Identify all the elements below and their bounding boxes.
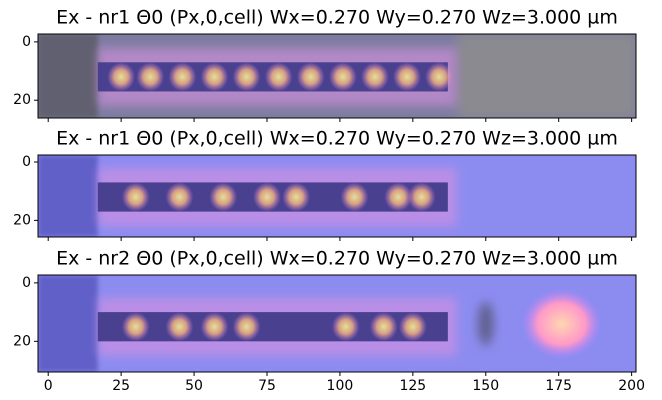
field-spot	[252, 182, 281, 212]
x-tick-label: 25	[112, 378, 130, 394]
field-spot	[165, 312, 194, 342]
field-spot	[340, 182, 369, 212]
panel-title: Ex - nr1 Θ0 (Px,0,cell) Wx=0.270 Wy=0.27…	[56, 7, 618, 29]
hotspot	[521, 288, 602, 359]
x-tick-label: 150	[472, 378, 499, 394]
field-spot	[384, 182, 413, 212]
field-spot	[331, 312, 360, 342]
x-tick-label: 100	[327, 378, 354, 394]
field-spot	[328, 62, 357, 92]
x-tick-label: 75	[258, 378, 276, 394]
left-strip	[38, 34, 98, 118]
shade	[477, 301, 494, 346]
y-tick-label: 0	[22, 154, 31, 170]
y-tick-label: 0	[22, 275, 31, 291]
field-image	[38, 155, 636, 237]
y-tick-label: 20	[13, 333, 31, 349]
right-fade	[456, 34, 636, 118]
left-strip	[38, 155, 98, 237]
x-tick-label: 125	[399, 378, 426, 394]
field-spot	[136, 62, 165, 92]
field-spot	[296, 62, 325, 92]
field-spot	[165, 182, 194, 212]
field-spot	[232, 62, 261, 92]
y-tick-label: 0	[22, 34, 31, 50]
y-tick-label: 20	[13, 212, 31, 228]
field-spot	[398, 312, 427, 342]
field-spot	[209, 182, 238, 212]
left-strip	[38, 275, 98, 372]
panel-title: Ex - nr2 Θ0 (Px,0,cell) Wx=0.270 Wy=0.27…	[56, 248, 618, 270]
field-spot	[393, 62, 422, 92]
field-image	[38, 34, 636, 118]
field-spot	[107, 62, 136, 92]
x-tick-label: 175	[545, 378, 572, 394]
y-tick-label: 20	[13, 92, 31, 108]
field-spot	[200, 62, 229, 92]
field-spot	[264, 62, 293, 92]
frame	[37, 274, 637, 373]
field-spot	[121, 312, 150, 342]
field-spot	[425, 62, 454, 92]
x-tick-label: 200	[618, 378, 645, 394]
field-spot	[407, 182, 436, 212]
field-spot	[369, 312, 398, 342]
field-spot	[200, 312, 229, 342]
frame	[37, 33, 637, 119]
field-spot	[232, 312, 261, 342]
frame	[37, 154, 637, 238]
field-spot	[360, 62, 389, 92]
field-spot	[168, 62, 197, 92]
x-tick-label: 50	[185, 378, 203, 394]
field-spot	[282, 182, 311, 212]
field-spot	[121, 182, 150, 212]
panel-title: Ex - nr1 Θ0 (Px,0,cell) Wx=0.270 Wy=0.27…	[56, 128, 618, 150]
x-tick-label: 0	[44, 378, 53, 394]
field-image	[38, 275, 636, 372]
